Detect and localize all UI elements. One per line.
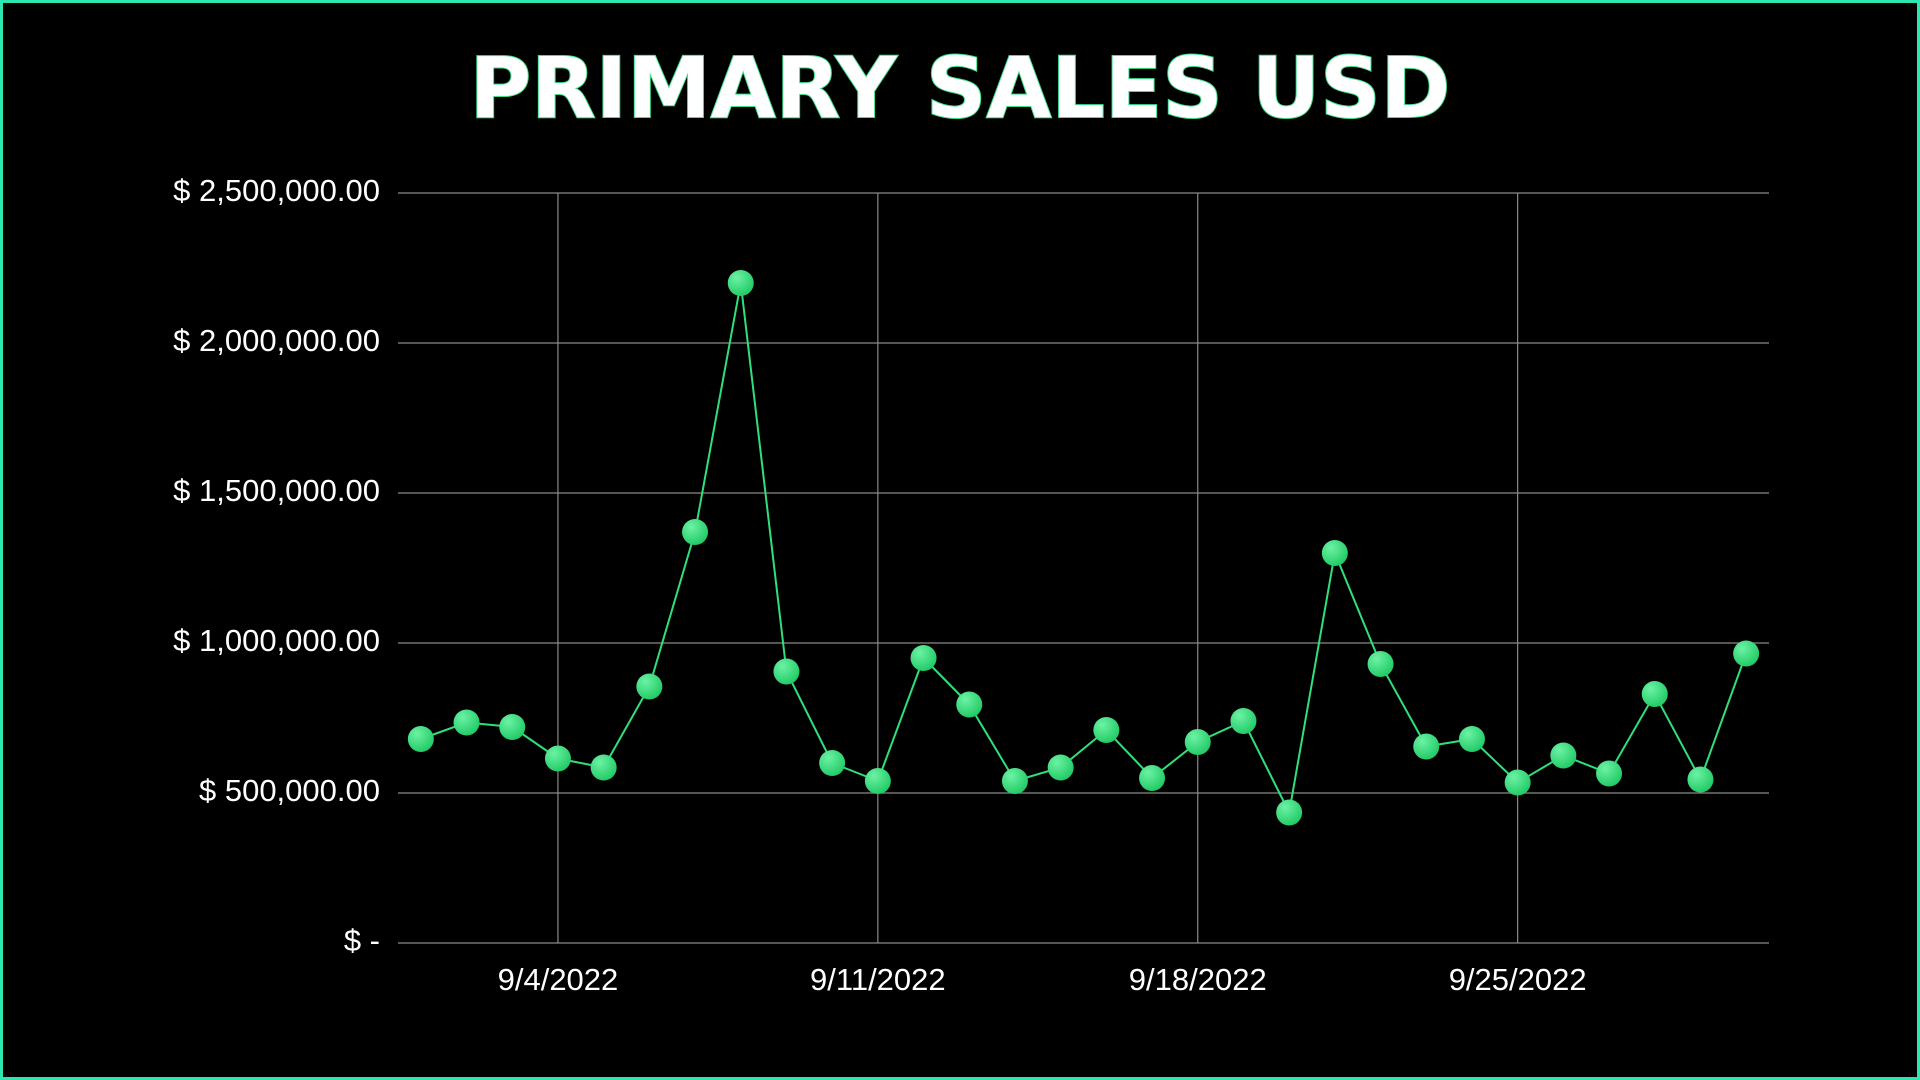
data-point (636, 673, 663, 700)
data-point (1139, 765, 1166, 791)
data-point (1001, 768, 1028, 794)
data-point (910, 645, 937, 671)
data-point (1321, 540, 1348, 566)
x-tick-label: 9/11/2022 (810, 962, 946, 997)
data-point (1184, 729, 1211, 755)
x-tick-label: 9/4/2022 (498, 962, 619, 997)
data-point (1047, 754, 1074, 781)
data-point (956, 691, 983, 718)
data-point (1550, 742, 1577, 769)
data-point (1276, 799, 1303, 826)
data-point (1596, 760, 1623, 787)
data-point (1733, 640, 1760, 667)
data-point (499, 714, 526, 740)
chart-title: PRIMARY SALES USD (470, 39, 1451, 137)
y-tick-label: $ 500,000.00 (199, 773, 380, 808)
data-point (1413, 733, 1440, 760)
data-point (773, 658, 800, 685)
data-point (682, 519, 709, 545)
data-point (1230, 708, 1257, 734)
data-point (1504, 769, 1531, 796)
y-tick-label: $ - (344, 923, 380, 958)
data-point (1458, 726, 1485, 752)
data-point (1641, 681, 1668, 707)
x-tick-label: 9/25/2022 (1449, 962, 1587, 997)
y-tick-label: $ 2,500,000.00 (173, 173, 380, 208)
data-point (1093, 717, 1120, 743)
data-point (590, 754, 617, 781)
data-point (727, 270, 754, 296)
data-point (864, 768, 891, 794)
data-point (453, 709, 480, 736)
data-point (407, 726, 434, 752)
x-tick-label: 9/18/2022 (1129, 962, 1267, 997)
y-tick-label: $ 1,000,000.00 (173, 623, 380, 658)
data-point (1687, 766, 1714, 793)
y-tick-label: $ 1,500,000.00 (173, 473, 380, 508)
data-point (544, 745, 571, 772)
data-point (1367, 651, 1394, 677)
y-tick-label: $ 2,000,000.00 (173, 323, 380, 358)
data-point (819, 750, 846, 776)
